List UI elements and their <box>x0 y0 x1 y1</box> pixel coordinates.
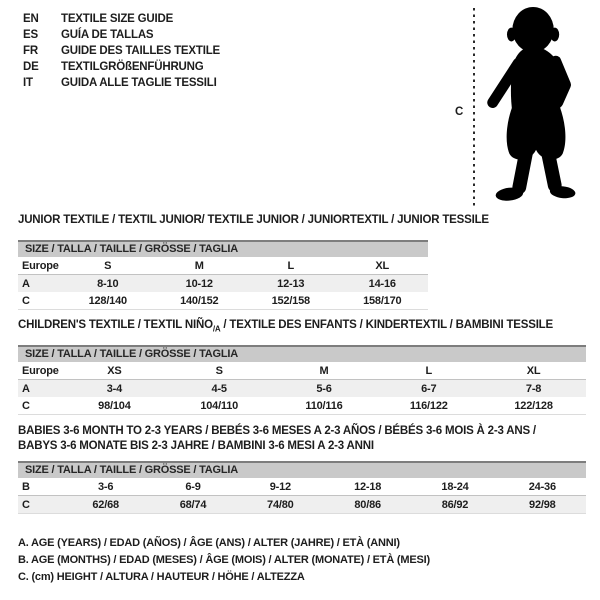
cell: C <box>22 399 30 412</box>
cell: 12-18 <box>354 480 382 493</box>
size-header: SIZE / TALLA / TAILLE / GRÖSSE / TAGLIA <box>18 242 428 257</box>
cell: 152/158 <box>271 294 311 307</box>
cell: 8-10 <box>97 277 119 290</box>
language-list: EN TEXTILE SIZE GUIDE ES GUÍA DE TALLAS … <box>23 11 220 91</box>
table-row-age: A 3-4 4-5 5-6 6-7 7-8 <box>18 380 586 397</box>
language-code: FR <box>23 45 38 57</box>
junior-size-table: SIZE / TALLA / TAILLE / GRÖSSE / TAGLIA … <box>18 240 428 310</box>
table-row-height: C 62/68 68/74 74/80 80/86 86/92 92/98 <box>18 496 586 513</box>
baby-silhouette <box>487 6 576 201</box>
cell: 6-9 <box>185 480 201 493</box>
cell: L <box>287 259 295 272</box>
cell: A <box>22 382 30 395</box>
table-row-europe: Europe XS S M L XL <box>18 362 586 380</box>
cell: 128/140 <box>88 294 128 307</box>
language-row-es: ES GUÍA DE TALLAS <box>23 27 220 43</box>
cell: 6-7 <box>421 382 437 395</box>
table-row-europe: Europe S M L XL <box>18 257 428 275</box>
children-table-title: CHILDREN'S TEXTILE / TEXTIL NIÑO/A / TEX… <box>18 318 553 336</box>
babies-size-table: SIZE / TALLA / TAILLE / GRÖSSE / TAGLIA … <box>18 461 586 514</box>
cell: 9-12 <box>269 480 291 493</box>
cell: 18-24 <box>441 480 469 493</box>
cell: 3-4 <box>106 382 123 395</box>
height-label: C <box>455 106 464 118</box>
table-row-months: B 3-6 6-9 9-12 12-18 18-24 24-36 <box>18 478 586 496</box>
language-code: ES <box>23 29 38 41</box>
cell: 7-8 <box>525 382 542 395</box>
cell: B <box>22 480 30 493</box>
cell: XL <box>375 259 390 272</box>
title-subscript: /A <box>212 324 221 334</box>
language-code: IT <box>23 77 33 89</box>
title-text: / TEXTILE DES ENFANTS / KINDERTEXTIL / B… <box>220 319 553 331</box>
cell: 68/74 <box>179 498 207 511</box>
cell: 92/98 <box>529 498 556 511</box>
cell: Europe <box>22 364 59 377</box>
cell: 74/80 <box>267 498 294 511</box>
language-code: EN <box>23 13 39 25</box>
note-height-cm: C. (cm) HEIGHT / ALTURA / HAUTEUR / HÖHE… <box>18 571 305 583</box>
cell: 10-12 <box>185 277 213 290</box>
cell: 110/116 <box>305 399 343 412</box>
cell: 62/68 <box>92 498 119 511</box>
cell: 80/86 <box>354 498 381 511</box>
language-label: TEXTILE SIZE GUIDE <box>61 13 174 25</box>
cell: 122/128 <box>514 399 553 412</box>
cell: 116/122 <box>409 399 448 412</box>
cell: XL <box>526 364 541 377</box>
cell: M <box>319 364 329 377</box>
language-label: GUIDE DES TAILLES TEXTILE <box>61 45 220 57</box>
cell: C <box>22 498 30 511</box>
language-code: DE <box>23 61 39 73</box>
cell: C <box>22 294 30 307</box>
junior-table-title: JUNIOR TEXTILE / TEXTIL JUNIOR/ TEXTILE … <box>18 214 489 226</box>
cell: 5-6 <box>316 382 332 395</box>
size-header: SIZE / TALLA / TAILLE / GRÖSSE / TAGLIA <box>18 347 586 362</box>
language-row-en: EN TEXTILE SIZE GUIDE <box>23 11 220 27</box>
title-line-1: BABIES 3-6 MONTH TO 2-3 YEARS / BEBÉS 3-… <box>18 425 536 437</box>
cell: M <box>194 259 204 272</box>
title-line-2: BABYS 3-6 MONATE BIS 2-3 JAHRE / BAMBINI… <box>18 440 374 452</box>
note-age-years: A. AGE (YEARS) / EDAD (AÑOS) / ÂGE (ANS)… <box>18 537 400 549</box>
legend-notes: A. AGE (YEARS) / EDAD (AÑOS) / ÂGE (ANS)… <box>18 535 430 586</box>
language-row-fr: FR GUIDE DES TAILLES TEXTILE <box>23 43 220 59</box>
cell: 12-13 <box>277 277 305 290</box>
language-label: GUIDA ALLE TAGLIE TESSILI <box>61 77 217 89</box>
cell: XS <box>107 364 122 377</box>
cell: 14-16 <box>368 277 396 290</box>
language-label: GUÍA DE TALLAS <box>61 29 154 41</box>
cell: 4-5 <box>211 382 228 395</box>
cell: 158/170 <box>363 294 402 307</box>
size-header: SIZE / TALLA / TAILLE / GRÖSSE / TAGLIA <box>18 463 586 478</box>
cell: 86/92 <box>441 498 469 511</box>
language-row-it: IT GUIDA ALLE TAGLIE TESSILI <box>23 75 220 91</box>
cell: 3-6 <box>98 480 114 493</box>
table-row-age: A 8-10 10-12 12-13 14-16 <box>18 275 428 292</box>
table-row-height: C 98/104 104/110 110/116 116/122 122/128 <box>18 397 586 414</box>
cell: 104/110 <box>200 399 239 412</box>
cell: 24-36 <box>528 480 556 493</box>
cell: Europe <box>22 259 59 272</box>
title-text: CHILDREN'S TEXTILE / TEXTIL NIÑO <box>18 319 213 331</box>
babies-table-title: BABIES 3-6 MONTH TO 2-3 YEARS / BEBÉS 3-… <box>18 424 536 454</box>
cell: S <box>104 259 112 272</box>
language-row-de: DE TEXTILGRÖßENFÜHRUNG <box>23 59 220 75</box>
note-age-months: B. AGE (MONTHS) / EDAD (MESES) / ÂGE (MO… <box>18 554 430 566</box>
height-dotted-line <box>473 8 475 208</box>
language-label: TEXTILGRÖßENFÜHRUNG <box>61 61 204 73</box>
cell: 98/104 <box>98 399 131 412</box>
cell: L <box>425 364 433 377</box>
cell: A <box>22 277 30 290</box>
cell: S <box>215 364 223 377</box>
children-size-table: SIZE / TALLA / TAILLE / GRÖSSE / TAGLIA … <box>18 345 586 415</box>
table-row-height: C 128/140 140/152 152/158 158/170 <box>18 292 428 309</box>
cell: 140/152 <box>180 294 219 307</box>
